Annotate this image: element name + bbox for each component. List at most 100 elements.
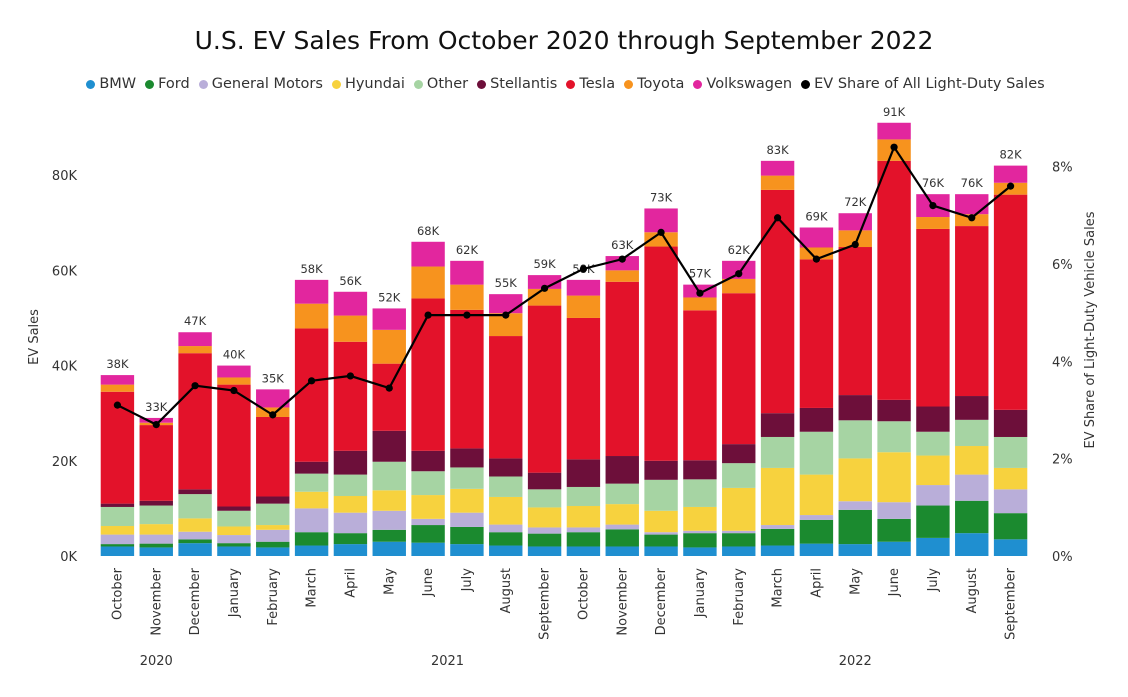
bar-segment [372, 461, 406, 491]
year-label: 2020 [140, 654, 173, 669]
legend-item[interactable]: EV Share of All Light-Duty Sales [801, 76, 1045, 92]
bar-segment [256, 541, 290, 548]
legend-item[interactable]: Stellantis [477, 76, 557, 92]
bar-segment [489, 336, 523, 459]
ev-share-point [424, 311, 432, 319]
bar-segment [722, 530, 756, 534]
bar-segment [838, 420, 872, 459]
ev-share-point [191, 382, 199, 390]
legend-label: Ford [158, 76, 190, 92]
bar-segment [178, 539, 212, 544]
bar-segment [799, 247, 834, 260]
bar-segment [411, 450, 445, 472]
ev-share-point [385, 384, 393, 392]
legend-label: General Motors [211, 76, 323, 92]
bar-segment [489, 524, 523, 533]
ev-share-point [1006, 182, 1015, 190]
legend-label: BMW [99, 76, 137, 92]
bar-segment [333, 512, 368, 534]
total-label: 57K [689, 267, 712, 281]
legend-item[interactable]: BMW [86, 76, 136, 92]
total-label: 68K [417, 224, 440, 238]
legend-item[interactable]: Hyundai [331, 76, 405, 92]
ev-share-point [579, 265, 588, 273]
bar-segment [760, 413, 795, 437]
total-label: 52K [378, 290, 401, 304]
bar-segment [799, 431, 834, 475]
bar-segment [683, 506, 717, 531]
total-label: 83K [766, 143, 789, 157]
legend-item[interactable]: Other [413, 76, 468, 92]
legend-item[interactable]: Volkswagen [693, 76, 792, 92]
bar-segment [100, 503, 135, 507]
legend-item[interactable]: Tesla [566, 76, 615, 92]
bar-segment [333, 341, 368, 451]
bar-segment [877, 452, 911, 503]
y-tick-label: 20K [52, 455, 78, 470]
x-tick-label: January [693, 568, 708, 619]
bar-segment [799, 227, 834, 248]
total-label: 35K [262, 371, 285, 385]
bar-segment [294, 545, 329, 556]
bar-segment [333, 450, 368, 475]
y-tick-label: 40K [52, 360, 78, 375]
bar-segment [683, 533, 717, 548]
total-label: 58K [300, 262, 323, 276]
bar-segment [372, 490, 406, 511]
bar-segment [450, 467, 484, 489]
bar-segment [372, 430, 406, 462]
ev-share-point [657, 228, 665, 236]
bar-segment [566, 506, 601, 528]
bar-segment [605, 456, 639, 484]
bar-segment [100, 544, 135, 547]
bar-segment [993, 165, 1028, 183]
bar-segment [799, 407, 834, 432]
bar-segment [916, 485, 950, 506]
bar-segment [527, 507, 562, 528]
bar-segment [722, 293, 756, 445]
bar-segment [605, 504, 639, 525]
bar-segment [838, 501, 872, 510]
legend-swatch [566, 79, 576, 89]
ev-share-point [540, 284, 549, 292]
ev-share-point [618, 255, 626, 263]
bar-segment [411, 525, 445, 543]
legend-item[interactable]: General Motors [198, 76, 323, 92]
ev-share-point [890, 143, 898, 151]
bar-segment [644, 460, 678, 480]
bar-segment [411, 241, 445, 267]
bar-segment [100, 384, 135, 392]
ev-share-point [502, 311, 510, 319]
bar-segment [566, 486, 601, 507]
ev-share-point [851, 240, 859, 249]
bar-segment [605, 546, 639, 556]
legend-item[interactable]: Ford [145, 76, 190, 92]
bar-segment [644, 479, 678, 511]
bar-segment [838, 395, 872, 421]
bar-segment [217, 546, 251, 556]
bar-segment [683, 479, 717, 507]
x-tick-label: July [460, 568, 475, 593]
bar-segment [566, 295, 601, 318]
bar-segment [993, 489, 1028, 514]
total-label: 62K [456, 243, 479, 257]
bar-segment [566, 532, 601, 547]
x-tick-label: May [382, 568, 397, 595]
bar-segment [411, 495, 445, 519]
ev-share-point [773, 214, 782, 222]
legend-item[interactable]: Toyota [624, 76, 684, 92]
bar-segment [372, 510, 406, 530]
bar-segment [916, 217, 950, 229]
bar-segment [333, 496, 368, 513]
bar-segment [489, 496, 523, 525]
ev-share-point [735, 270, 743, 278]
bar-segment [760, 525, 795, 529]
bar-segment [566, 279, 601, 296]
bar-segment [916, 505, 950, 538]
bar-segment [993, 194, 1028, 410]
bar-segment [877, 518, 911, 542]
legend-swatch [145, 79, 155, 89]
legend-label: Volkswagen [706, 76, 793, 92]
chart-title: U.S. EV Sales From October 2020 through … [194, 26, 934, 55]
